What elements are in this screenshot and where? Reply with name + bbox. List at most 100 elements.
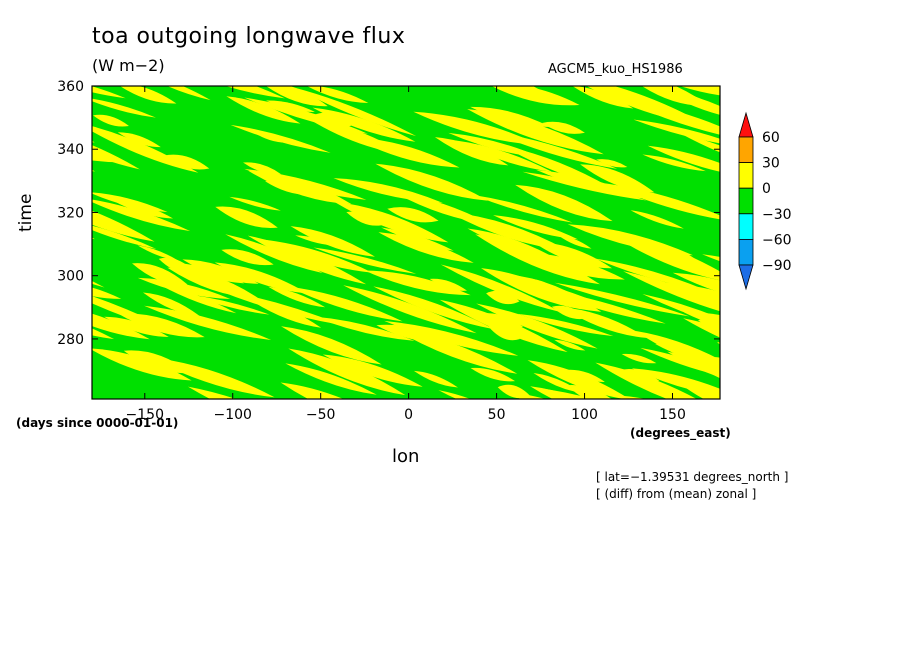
positive-anomaly-band: [22, 109, 61, 118]
positive-anomaly-band: [540, 288, 666, 324]
positive-anomaly-band: [229, 196, 281, 211]
positive-anomaly-band: [679, 86, 720, 96]
positive-anomaly-band: [268, 286, 326, 308]
y-tick-label: 340: [57, 142, 84, 158]
positive-anomaly-band: [285, 363, 377, 395]
colorbar: 60 30 0 −30 −60 −90: [738, 111, 792, 291]
positive-anomaly-band: [92, 199, 191, 232]
x-axis-unit-label: (degrees_east): [630, 426, 731, 440]
y-tick-label: 360: [57, 79, 84, 95]
positive-anomaly-band: [167, 267, 258, 298]
positive-anomaly-band: [215, 206, 278, 228]
positive-anomaly-band: [698, 318, 720, 329]
y-tick-label: 300: [57, 269, 84, 285]
positive-anomaly-band: [647, 145, 720, 172]
positive-anomaly-band: [282, 56, 356, 84]
positive-anomaly-band: [413, 111, 541, 146]
positive-anomaly-band: [92, 145, 140, 170]
plot-frame: [91, 85, 721, 400]
positive-anomaly-band: [710, 365, 720, 371]
positive-anomaly-band: [672, 272, 720, 293]
source-label: AGCM5_kuo_HS1986: [548, 62, 683, 77]
positive-anomaly-band: [476, 303, 598, 349]
positive-anomaly-band: [623, 395, 647, 399]
positive-anomaly-band: [429, 278, 467, 291]
positive-anomaly-band: [243, 162, 282, 175]
y-axis: 280 300 320 340 360: [57, 79, 720, 348]
positive-anomaly-band: [13, 355, 55, 370]
colorbar-segment: [738, 162, 754, 189]
positive-anomaly-band: [16, 297, 91, 323]
positive-anomaly-band: [265, 180, 318, 195]
positive-anomaly-band: [493, 215, 579, 240]
x-tick-label: −100: [214, 407, 252, 423]
positive-anomaly-band: [142, 292, 200, 317]
positive-anomaly-band: [132, 263, 188, 285]
diff-note: [ (diff) from (mean) zonal ]: [596, 487, 757, 501]
positive-anomaly-band: [518, 86, 547, 94]
positive-anomaly-band: [308, 118, 406, 155]
colorbar-tick-label: 60: [762, 130, 780, 146]
positive-anomaly-band: [280, 382, 344, 399]
x-tick-label: 0: [404, 407, 413, 423]
positive-anomaly-band: [92, 141, 95, 143]
positive-anomaly-band: [15, 88, 56, 102]
positive-anomaly-band: [580, 164, 655, 193]
positive-anomaly-band: [617, 97, 720, 135]
positive-anomaly-band: [118, 313, 205, 338]
positive-anomaly-band: [158, 257, 195, 273]
positive-anomaly-band: [702, 254, 720, 262]
positive-anomaly-band: [144, 305, 272, 340]
positive-anomaly-band: [0, 52, 114, 80]
latitude-note: [ lat=−1.39531 degrees_north ]: [596, 470, 789, 484]
colorbar-tick-label: −90: [762, 258, 792, 274]
positive-anomaly-band: [722, 305, 818, 330]
positive-anomaly-band: [463, 58, 526, 79]
positive-anomaly-band: [244, 97, 368, 134]
positive-anomaly-band: [473, 194, 573, 223]
positive-anomaly-band: [182, 259, 259, 284]
x-tick-label: 50: [488, 407, 506, 423]
positive-anomaly-band: [104, 316, 169, 337]
positive-anomaly-band: [288, 348, 406, 396]
positive-anomaly-band: [533, 242, 612, 269]
positive-anomaly-band: [312, 107, 416, 142]
positive-anomaly-band: [434, 137, 509, 166]
positive-anomaly-band: [364, 270, 471, 296]
positive-anomaly-band: [0, 380, 43, 403]
positive-anomaly-band: [225, 86, 285, 99]
positive-anomaly-band: [117, 132, 161, 148]
positive-anomaly-band: [226, 96, 301, 124]
colorbar-max-triangle: [738, 111, 754, 138]
positive-anomaly-band: [295, 235, 339, 246]
colorbar-segment: [738, 213, 754, 240]
positive-anomaly-band: [621, 353, 657, 364]
positive-anomaly-band: [413, 370, 458, 388]
positive-anomaly-band: [266, 100, 315, 112]
x-axis: −150 −100 −50 0 50 100 150: [126, 86, 686, 423]
positive-anomaly-band: [375, 163, 489, 201]
positive-anomaly-band: [266, 86, 328, 107]
positive-anomaly-band: [92, 287, 122, 299]
positive-anomaly-band: [92, 169, 96, 172]
positive-anomaly-band: [0, 219, 81, 245]
positive-anomaly-band: [92, 126, 199, 173]
positive-anomaly-band: [680, 133, 720, 153]
positive-anomaly-band: [714, 356, 720, 361]
positive-anomaly-band: [502, 145, 611, 188]
positive-anomaly-band: [333, 178, 443, 203]
colorbar-tick-label: 30: [762, 156, 780, 172]
positive-anomaly-band: [221, 249, 274, 266]
colorbar-tick-label: −30: [762, 207, 792, 223]
positive-anomaly-band: [596, 159, 628, 168]
positive-anomaly-band: [568, 369, 605, 382]
positive-anomaly-band: [163, 154, 210, 170]
positive-anomaly-band: [92, 225, 157, 250]
positive-anomaly-band: [719, 333, 720, 335]
positive-anomaly-band: [595, 362, 697, 399]
positive-anomaly-band: [313, 316, 415, 341]
positive-anomaly-band: [387, 207, 439, 223]
positive-anomaly-band: [529, 131, 561, 143]
positive-anomaly-band: [92, 210, 155, 242]
positive-anomaly-band: [313, 247, 417, 274]
